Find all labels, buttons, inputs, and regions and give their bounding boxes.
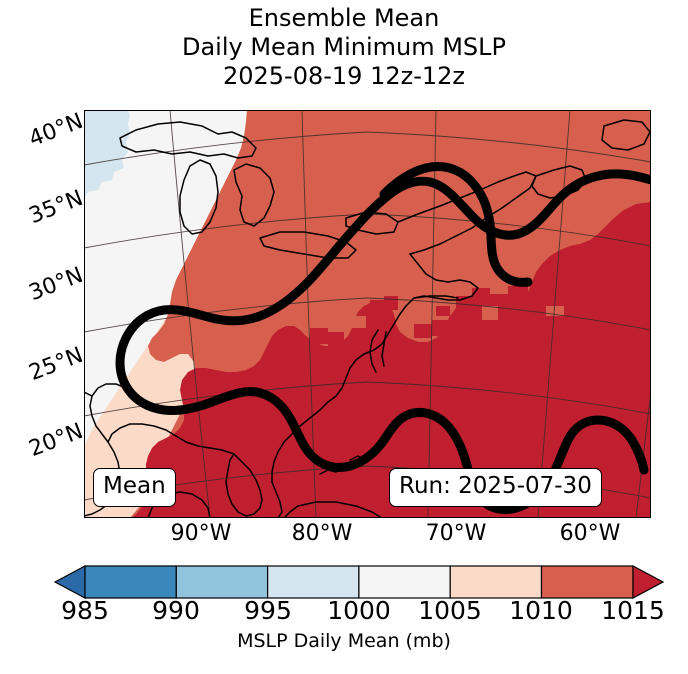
colorbar[interactable]: 985 990 995 1000 1005 1010 1015 MSLP Dai…	[0, 560, 688, 674]
title-line-1: Ensemble Mean	[248, 4, 440, 32]
fill-over-1015	[132, 202, 651, 518]
run-date-box: Run: 2025-07-30	[389, 468, 602, 507]
cb-tick-1010: 1010	[509, 596, 573, 625]
colorbar-axis-label: MSLP Daily Mean (mb)	[237, 630, 451, 652]
cb-tick-990: 990	[152, 596, 200, 625]
lon-tick-80W: 80°W	[291, 521, 353, 546]
cb-tick-1005: 1005	[418, 596, 482, 625]
cb-tick-995: 995	[244, 596, 292, 625]
lat-tick-30N: 30°N	[25, 262, 87, 307]
colorbar-swatches	[53, 565, 665, 599]
fill-995-1000	[84, 110, 130, 198]
figure-title: Ensemble Mean Daily Mean Minimum MSLP 20…	[0, 4, 688, 91]
lat-tick-35N: 35°N	[25, 185, 87, 230]
isobar-1015-contour-north	[379, 162, 533, 287]
title-line-3: 2025-08-19 12z-12z	[222, 62, 466, 90]
lat-tick-20N: 20°N	[25, 418, 87, 463]
cb-tick-1015: 1015	[601, 596, 665, 625]
map-plot-area[interactable]	[84, 110, 651, 518]
lon-tick-90W: 90°W	[170, 521, 232, 546]
isobar-1015-contour	[115, 169, 651, 515]
map-coastlines	[84, 119, 651, 518]
cb-tick-985: 985	[61, 596, 109, 625]
title-line-2: Daily Mean Minimum MSLP	[181, 33, 506, 61]
mean-label-box: Mean	[93, 468, 176, 507]
lon-tick-60W: 60°W	[559, 521, 621, 546]
cb-tick-1000: 1000	[327, 596, 391, 625]
lat-tick-40N: 40°N	[25, 108, 87, 153]
lat-tick-25N: 25°N	[25, 342, 87, 387]
lon-tick-70W: 70°W	[425, 521, 487, 546]
fill-over-1015-blocks	[310, 270, 626, 346]
